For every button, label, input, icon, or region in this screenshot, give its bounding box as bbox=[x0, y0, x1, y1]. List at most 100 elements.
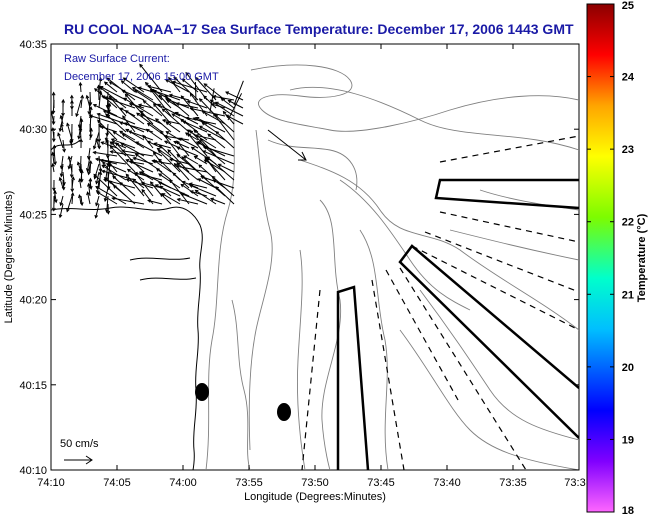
current-vector-head bbox=[176, 146, 181, 151]
outlined-zones bbox=[336, 178, 579, 470]
current-vector-head bbox=[88, 114, 93, 119]
current-vector-head bbox=[203, 95, 207, 100]
current-vector bbox=[89, 115, 118, 125]
current-vector-head bbox=[54, 199, 58, 204]
current-vector-head bbox=[137, 86, 142, 91]
current-vector-head bbox=[153, 103, 157, 107]
current-vector bbox=[165, 79, 190, 93]
y-tick-label: 40:10 bbox=[19, 465, 47, 477]
current-vector bbox=[78, 115, 82, 128]
current-vector bbox=[135, 172, 154, 197]
current-vector-head bbox=[197, 140, 202, 145]
current-vector bbox=[71, 177, 74, 189]
current-vector-head bbox=[161, 193, 166, 197]
current-vector bbox=[103, 110, 136, 125]
surface-current-vectors bbox=[51, 63, 244, 219]
current-vector-head bbox=[119, 107, 124, 111]
current-vector-head bbox=[202, 150, 207, 154]
colorbar-tick-label: 25 bbox=[622, 0, 634, 12]
current-vector bbox=[57, 133, 64, 149]
current-vector bbox=[210, 198, 226, 205]
current-vector-head bbox=[217, 163, 222, 168]
current-vector-head bbox=[131, 87, 136, 91]
current-vector bbox=[147, 123, 172, 141]
current-vector bbox=[143, 100, 163, 117]
current-vector-head bbox=[51, 163, 55, 167]
current-vector-head bbox=[137, 103, 142, 108]
current-vector bbox=[181, 95, 199, 117]
current-vector-head bbox=[99, 125, 104, 130]
current-vector-head bbox=[95, 180, 99, 185]
current-vector-head bbox=[101, 169, 106, 174]
current-vector bbox=[75, 99, 82, 117]
current-vector bbox=[104, 187, 109, 202]
current-vector-head bbox=[168, 157, 174, 162]
current-vector bbox=[89, 91, 91, 106]
current-vector-head bbox=[75, 113, 79, 118]
current-vector bbox=[101, 141, 118, 149]
current-vector-head bbox=[193, 155, 198, 160]
current-vector-head bbox=[94, 157, 99, 162]
current-vector bbox=[53, 190, 56, 205]
current-vector-head bbox=[207, 133, 212, 138]
x-tick-label: 73:50 bbox=[301, 477, 329, 489]
current-vector bbox=[98, 78, 102, 93]
current-vector bbox=[204, 157, 226, 181]
current-vector-head bbox=[189, 92, 194, 97]
current-vector-head bbox=[124, 110, 129, 114]
current-vector bbox=[225, 91, 244, 101]
temperature-colorbar: 25 24 23 22 21 20 19 18 Temperature (°C) bbox=[586, 0, 648, 517]
current-label-line1: Raw Surface Current: bbox=[64, 53, 170, 65]
current-vector bbox=[215, 186, 235, 205]
current-vector-head bbox=[129, 158, 134, 163]
current-vector bbox=[162, 119, 181, 125]
current-vector bbox=[199, 125, 226, 141]
current-vector-head bbox=[53, 189, 57, 194]
current-vector bbox=[214, 114, 235, 133]
current-vector-head bbox=[173, 162, 178, 167]
current-vector bbox=[134, 89, 163, 109]
current-vector-head bbox=[142, 134, 146, 139]
current-vector-head bbox=[141, 188, 146, 193]
current-vector-head bbox=[168, 93, 173, 98]
current-vector-head bbox=[140, 171, 145, 175]
current-vector-head bbox=[88, 134, 93, 139]
current-vector-head bbox=[203, 159, 208, 163]
current-vector bbox=[141, 182, 163, 189]
scale-arrow bbox=[64, 455, 93, 465]
current-vector-head bbox=[171, 80, 176, 85]
current-vector-head bbox=[66, 208, 70, 213]
current-vector-head bbox=[204, 156, 209, 161]
current-vector bbox=[176, 163, 199, 181]
current-vector-head bbox=[122, 77, 127, 82]
current-vector bbox=[150, 89, 172, 117]
current-vector bbox=[138, 104, 154, 109]
current-vector-head bbox=[88, 177, 93, 182]
current-vector-head bbox=[144, 81, 149, 86]
current-vector-head bbox=[67, 155, 72, 160]
colorbar-tick-label: 21 bbox=[622, 289, 634, 301]
current-vector bbox=[177, 146, 199, 157]
current-vector-head bbox=[59, 173, 64, 178]
current-vector bbox=[107, 163, 111, 181]
current-vector-head bbox=[212, 112, 217, 117]
current-vector-head bbox=[95, 137, 99, 143]
current-vector bbox=[194, 155, 208, 165]
current-vector bbox=[109, 96, 127, 117]
current-vector-head bbox=[104, 113, 109, 118]
current-vector bbox=[89, 178, 91, 189]
current-vector bbox=[79, 179, 82, 189]
current-vector-head bbox=[70, 99, 74, 104]
current-vector-head bbox=[176, 153, 181, 158]
current-vector bbox=[79, 82, 82, 93]
current-vector-head bbox=[167, 149, 172, 153]
current-vector-head bbox=[62, 148, 66, 153]
current-vector-head bbox=[51, 110, 54, 115]
current-vector bbox=[93, 151, 118, 157]
current-vector-head bbox=[149, 181, 154, 185]
current-vector bbox=[185, 72, 208, 101]
current-vector bbox=[125, 173, 145, 197]
current-vector bbox=[159, 144, 172, 157]
current-vector bbox=[105, 131, 109, 141]
current-vector bbox=[100, 126, 118, 133]
